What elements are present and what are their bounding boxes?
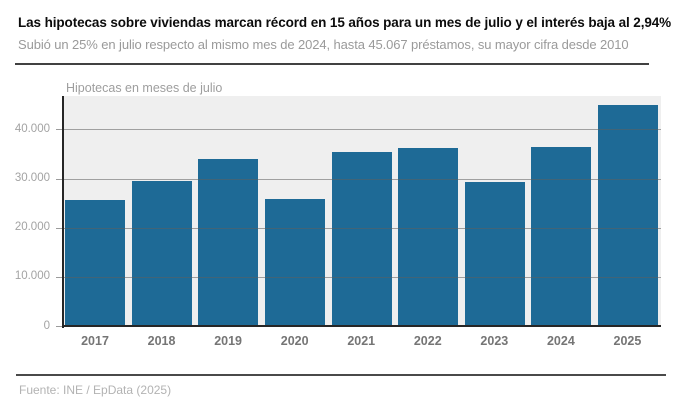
y-axis-label: 10.000 [14,270,50,283]
y-axis-tick [56,227,62,229]
y-axis-tick [56,326,62,327]
chart-title: Las hipotecas sobre viviendas marcan réc… [18,15,672,30]
series-label: Hipotecas en meses de julio [66,81,223,95]
x-axis-label-2023: 2023 [480,334,509,348]
bar-2018[interactable] [131,180,192,326]
footer-divider [16,374,666,376]
x-axis-label-2022: 2022 [413,334,442,348]
source-attribution: Fuente: INE / EpData (2025) [19,383,172,397]
chart-subtitle: Subió un 25% en julio respecto al mismo … [18,37,629,52]
y-axis-tick [56,129,62,131]
x-axis-label-2020: 2020 [280,334,309,348]
y-axis-label: 40.000 [14,122,50,135]
bar-2020[interactable] [264,198,325,326]
x-axis-label-2019: 2019 [214,334,243,348]
y-axis-label: 30.000 [14,172,50,185]
gridline [63,129,661,131]
x-axis-label-2021: 2021 [347,334,376,348]
bar-2017[interactable] [65,200,126,326]
y-axis-tick [56,276,62,278]
bar-2019[interactable] [198,158,259,326]
y-axis-label: 20.000 [14,221,50,234]
bar-2022[interactable] [398,147,459,326]
gridline [63,178,661,180]
gridline [63,276,661,278]
y-axis-label: 0 [43,319,50,332]
y-axis-tick [56,178,62,180]
bar-2024[interactable] [531,146,592,326]
bar-2025[interactable] [597,104,658,326]
gridline [63,227,661,229]
y-axis-line [62,96,64,328]
bar-2021[interactable] [331,152,392,326]
x-axis-label-2018: 2018 [147,334,176,348]
bar-2023[interactable] [464,181,525,326]
x-axis-label-2017: 2017 [81,334,109,348]
x-axis-label-2025: 2025 [613,334,642,348]
x-axis-line [62,325,661,327]
x-axis-label-2024: 2024 [546,334,575,348]
header-divider [15,63,649,65]
